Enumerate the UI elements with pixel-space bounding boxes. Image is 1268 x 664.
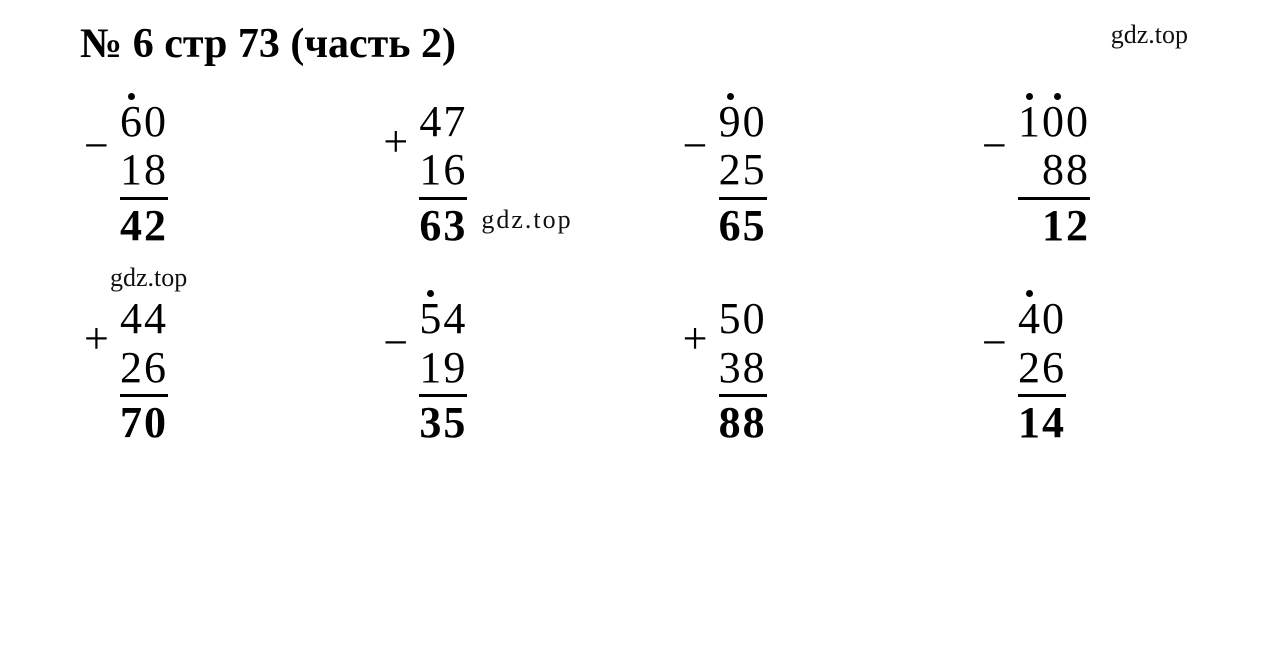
operand-group: + 44 26 70: [120, 295, 168, 447]
result: 42: [120, 200, 168, 250]
operator-minus: −: [982, 317, 1007, 368]
result: 70: [120, 397, 168, 447]
operand-1: 60: [120, 98, 168, 146]
operator-minus: −: [383, 317, 408, 368]
problem-2-2: − 54 19 35: [419, 295, 569, 447]
operand-2: 26: [1018, 344, 1066, 397]
problem-1-2: + 47 16 63 gdz.top: [419, 98, 569, 250]
operand-2: 38: [719, 344, 767, 397]
result: 65: [719, 200, 767, 250]
result: 63 gdz.top: [419, 200, 467, 250]
result: 35: [419, 397, 467, 447]
operand-1: 40: [1018, 295, 1066, 343]
header-row: № 6 стр 73 (часть 2) gdz.top: [80, 20, 1188, 68]
operator-plus: +: [683, 313, 708, 364]
result: 12: [1018, 200, 1090, 250]
operand-1: 50: [719, 295, 767, 343]
result: 14: [1018, 397, 1066, 447]
page-title: № 6 стр 73 (часть 2): [80, 20, 456, 68]
operator-plus: +: [383, 116, 408, 167]
watermark-top: gdz.top: [1111, 20, 1188, 50]
operand-value: 54: [419, 294, 467, 343]
operator-minus: −: [982, 120, 1007, 171]
watermark-left: gdz.top: [110, 263, 187, 293]
borrow-dot: [1026, 93, 1033, 100]
operand-group: − 60 18 42: [120, 98, 168, 250]
operator-minus: −: [84, 120, 109, 171]
problem-1-4: − 100 88 12: [1018, 98, 1168, 250]
result: 88: [719, 397, 767, 447]
operand-1: 44: [120, 295, 168, 343]
operand-group: − 90 25 65: [719, 98, 767, 250]
problems-row-2: gdz.top + 44 26 70 − 54 19 35 + 50 38 88: [80, 295, 1188, 447]
problem-1-3: − 90 25 65: [719, 98, 869, 250]
operand-1: 100: [1018, 98, 1090, 146]
operand-2: 88: [1018, 146, 1090, 199]
problem-2-4: − 40 26 14: [1018, 295, 1168, 447]
problem-2-1: + 44 26 70: [120, 295, 270, 447]
operand-1: 90: [719, 98, 767, 146]
operand-2: 18: [120, 146, 168, 199]
operand-2: 19: [419, 344, 467, 397]
borrow-dot: [1054, 93, 1061, 100]
operand-group: + 50 38 88: [719, 295, 767, 447]
operand-group: + 47 16 63 gdz.top: [419, 98, 467, 250]
operand-value: 40: [1018, 294, 1066, 343]
operand-group: − 40 26 14: [1018, 295, 1066, 447]
problem-2-3: + 50 38 88: [719, 295, 869, 447]
operand-1: 47: [419, 98, 467, 146]
operand-group: − 100 88 12: [1018, 98, 1090, 250]
operand-value: 100: [1018, 97, 1090, 146]
operand-2: 25: [719, 146, 767, 199]
operand-group: − 54 19 35: [419, 295, 467, 447]
borrow-dot: [128, 93, 135, 100]
problem-1-1: − 60 18 42: [120, 98, 270, 250]
operator-plus: +: [84, 313, 109, 364]
operator-minus: −: [683, 120, 708, 171]
operand-value: 90: [719, 97, 767, 146]
result-value: 63: [419, 201, 467, 250]
operand-1: 54: [419, 295, 467, 343]
problems-row-1: − 60 18 42 + 47 16 63 gdz.top − 90: [80, 98, 1188, 250]
watermark-mid: gdz.top: [481, 206, 572, 235]
operand-value: 60: [120, 97, 168, 146]
borrow-dot: [727, 93, 734, 100]
operand-2: 16: [419, 146, 467, 199]
operand-2: 26: [120, 344, 168, 397]
